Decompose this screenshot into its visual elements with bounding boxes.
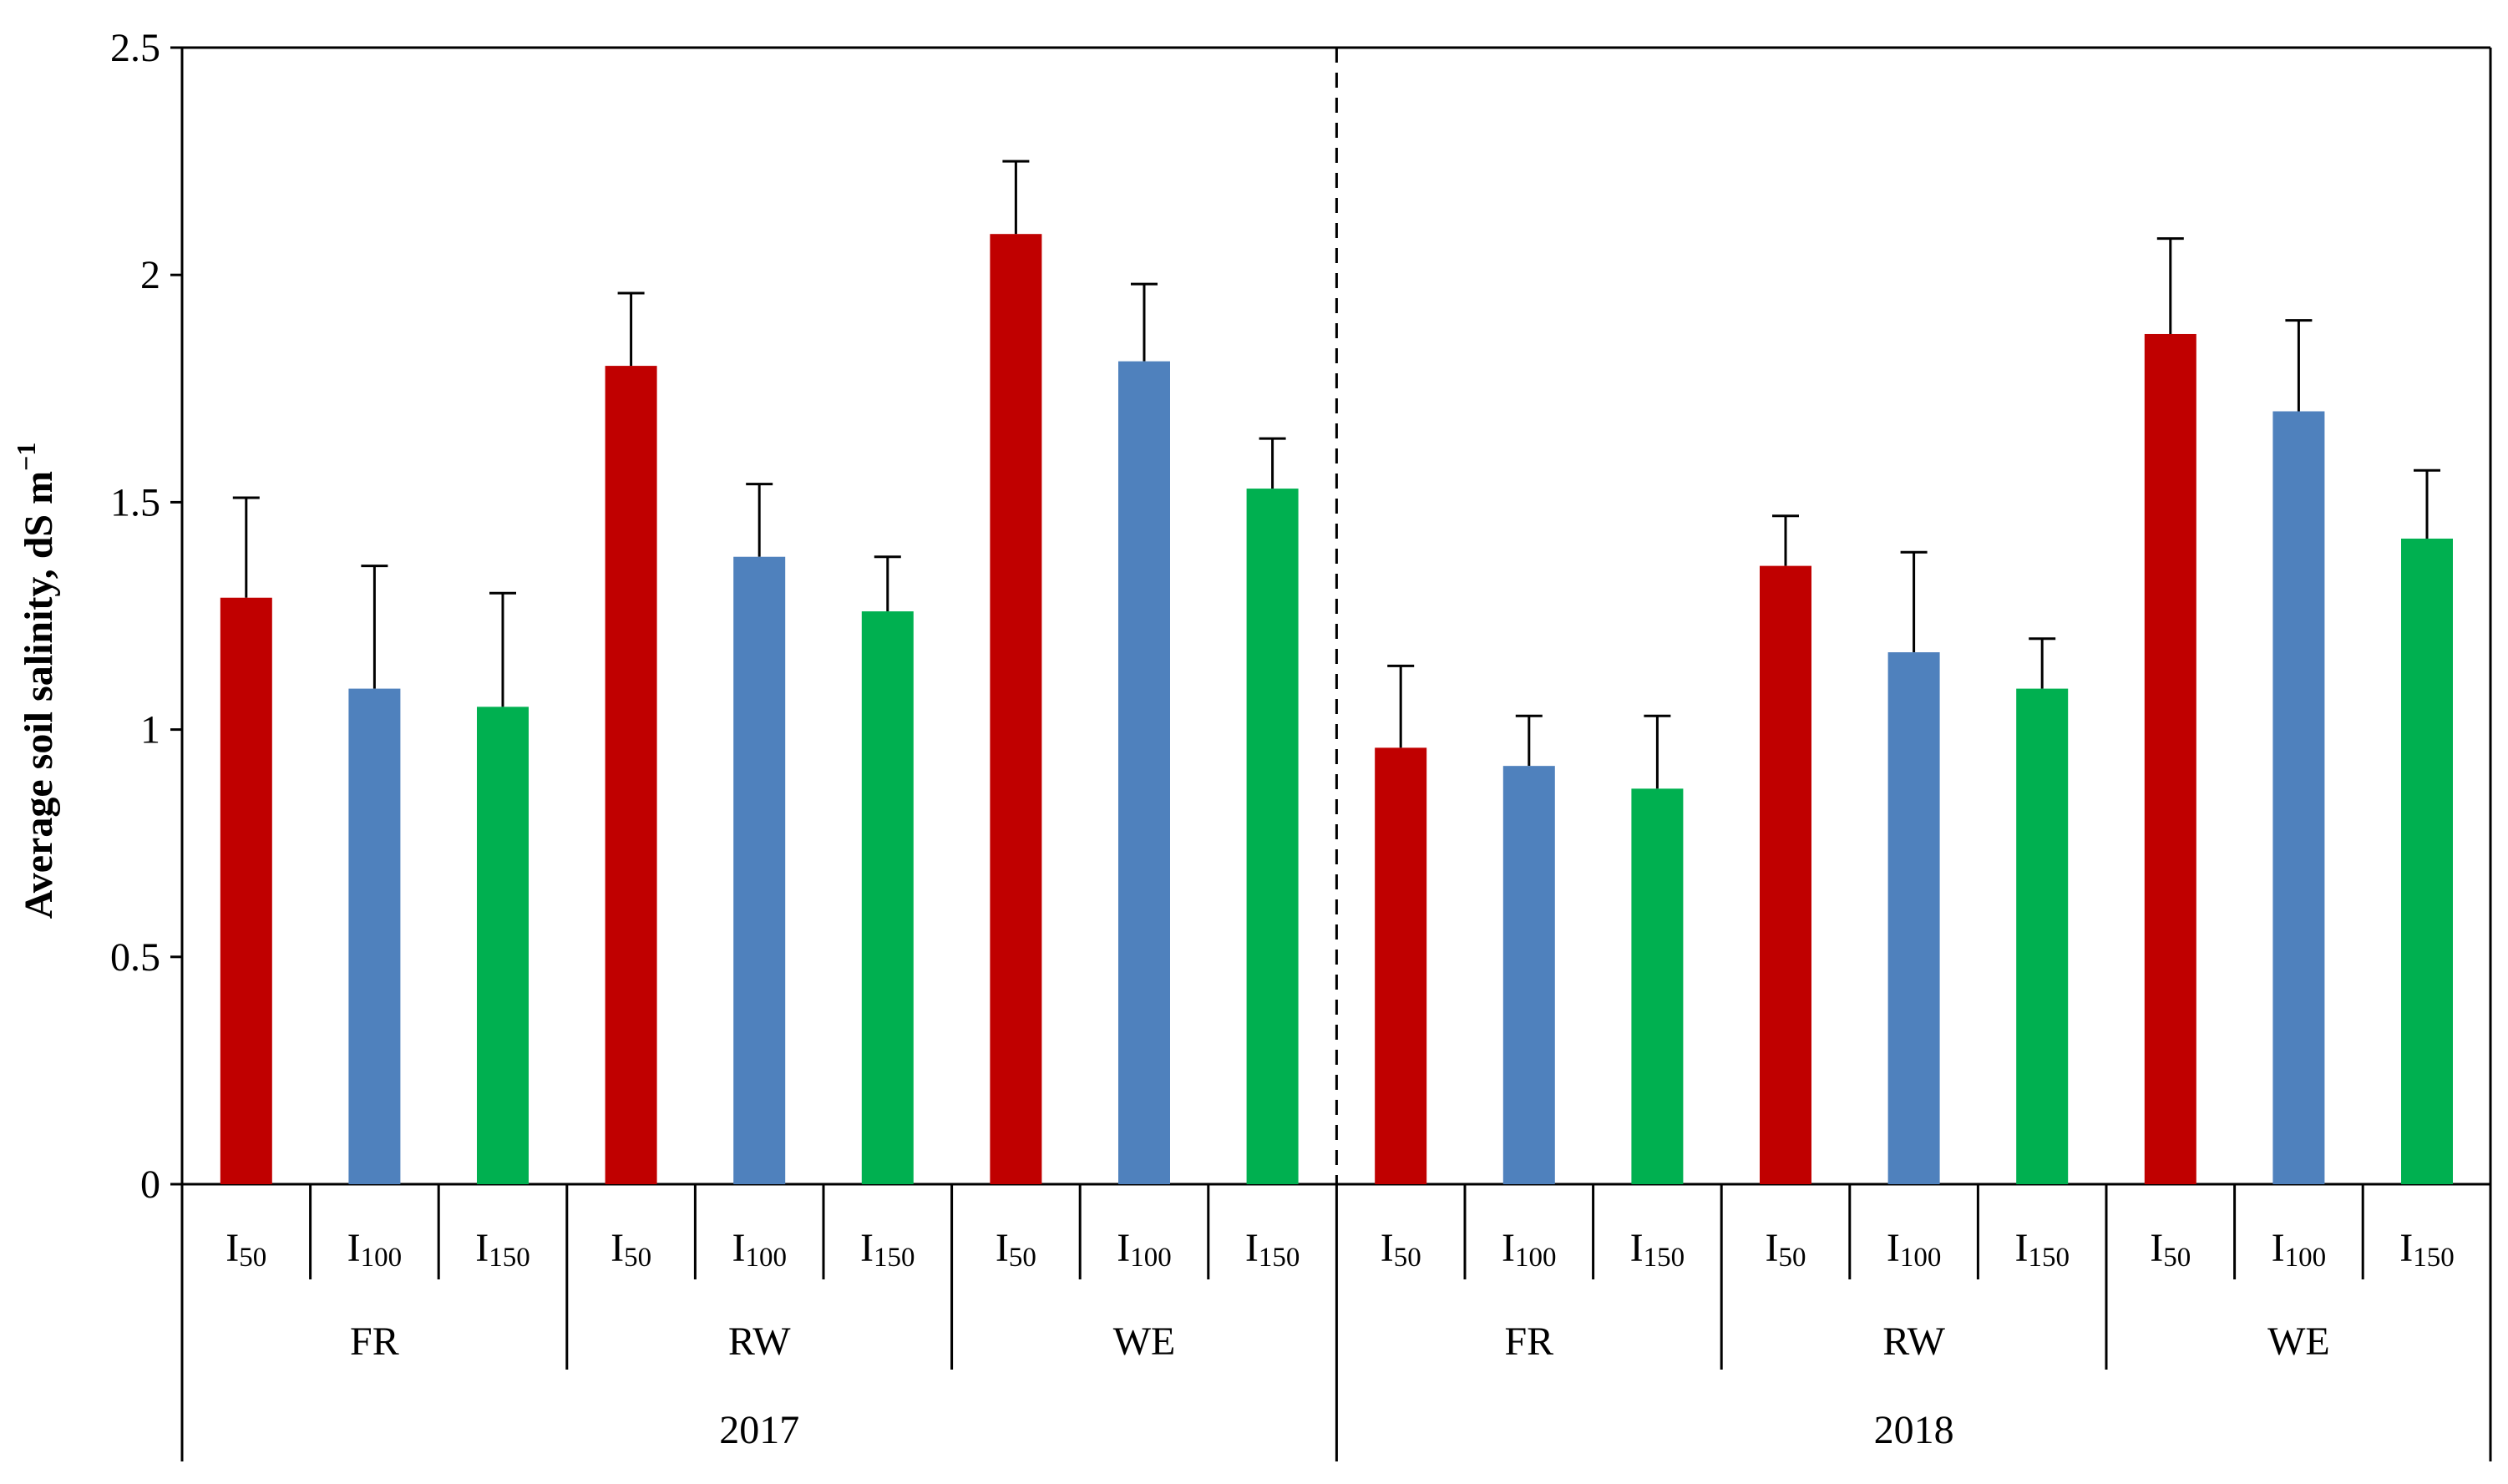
x-category-label: I150 [2014, 1226, 2069, 1273]
bar [1118, 361, 1170, 1184]
x-year-label: 2018 [1874, 1408, 1954, 1452]
x-category-label: I150 [860, 1226, 915, 1273]
y-tick-label: 0 [140, 1162, 160, 1207]
x-group-label: RW [1882, 1319, 1945, 1364]
x-category-label: I50 [2150, 1226, 2191, 1273]
y-tick-label: 2 [140, 253, 160, 297]
bar [1246, 489, 1299, 1184]
x-category-label: I100 [2272, 1226, 2326, 1273]
bar [2016, 688, 2069, 1184]
y-tick-label: 2.5 [110, 26, 160, 70]
x-group-label: WE [2267, 1319, 2330, 1364]
bar [2272, 411, 2325, 1184]
x-category-label: I50 [1766, 1226, 1806, 1273]
x-group-label: FR [1504, 1319, 1553, 1364]
x-category-label: I150 [1245, 1226, 1300, 1273]
x-category-label: I100 [732, 1226, 786, 1273]
bar [1760, 565, 1811, 1184]
x-category-label: I150 [2399, 1226, 2454, 1273]
x-group-label: FR [350, 1319, 399, 1364]
bar [348, 688, 401, 1184]
bar [1375, 747, 1427, 1184]
x-category-label: I100 [1502, 1226, 1556, 1273]
y-axis-label: Average soil salinity, dS m−1 [11, 443, 61, 919]
bar [2401, 538, 2453, 1184]
x-category-label: I150 [475, 1226, 529, 1273]
bar [605, 366, 657, 1185]
x-category-label: I100 [347, 1226, 402, 1273]
x-year-label: 2017 [719, 1408, 799, 1452]
y-tick-label: 1.5 [110, 480, 160, 524]
x-group-label: WE [1113, 1319, 1176, 1364]
x-category-label: I150 [1630, 1226, 1685, 1273]
x-category-label: I50 [996, 1226, 1036, 1273]
x-category-label: I100 [1887, 1226, 1941, 1273]
x-category-label: I50 [611, 1226, 651, 1273]
bar [1502, 766, 1555, 1184]
y-tick-label: 1 [140, 708, 160, 752]
x-group-label: RW [728, 1319, 791, 1364]
bar [861, 611, 914, 1184]
x-category-label: I50 [1381, 1226, 1421, 1273]
bar [2144, 333, 2196, 1184]
bar [477, 707, 529, 1184]
bar [733, 556, 786, 1184]
x-category-label: I50 [225, 1226, 266, 1273]
bar [1887, 652, 1940, 1184]
bar [220, 597, 272, 1184]
bar [990, 234, 1042, 1185]
y-tick-label: 0.5 [110, 935, 160, 980]
x-category-label: I100 [1117, 1226, 1171, 1273]
bar [1631, 788, 1684, 1184]
